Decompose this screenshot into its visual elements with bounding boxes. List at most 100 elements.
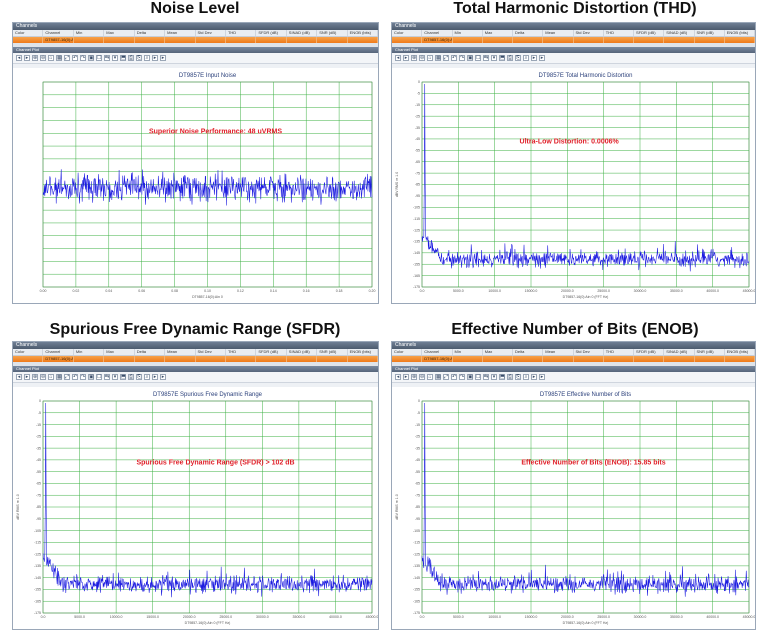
column-header[interactable]: Mean: [543, 30, 574, 36]
column-header[interactable]: Color: [392, 349, 423, 355]
toolbar-tool-icon[interactable]: ⬒: [120, 374, 126, 380]
toolbar-tool-icon[interactable]: ⤢: [443, 374, 449, 380]
window-titlebar[interactable]: Channels: [392, 342, 755, 349]
toolbar-tool-icon[interactable]: ▾: [112, 55, 118, 61]
channel-row-selected[interactable]: DT9857-16(0):Ain 0: [13, 37, 378, 43]
column-header[interactable]: SFDR (dB): [256, 349, 287, 355]
plot-area[interactable]: DT9857E Effective Number of Bits 0.0 5000.…: [392, 387, 755, 629]
toolbar-tool-icon[interactable]: ↷: [459, 374, 465, 380]
column-header[interactable]: Min: [74, 349, 105, 355]
toolbar-tool-icon[interactable]: ⬒: [120, 55, 126, 61]
column-header[interactable]: Max: [483, 30, 513, 36]
column-header[interactable]: SINAD (dB): [664, 349, 695, 355]
plot-window-titlebar[interactable]: Channel Plot: [392, 47, 755, 53]
column-header[interactable]: Std Dev: [574, 349, 604, 355]
toolbar-tool-icon[interactable]: ⤢: [64, 55, 70, 61]
toolbar-tool-icon[interactable]: ▸: [539, 374, 545, 380]
toolbar-tool-icon[interactable]: ◂: [16, 374, 22, 380]
column-header[interactable]: Color: [13, 30, 44, 36]
toolbar-tool-icon[interactable]: ⊖: [40, 374, 46, 380]
column-header[interactable]: SNR (dB): [317, 30, 348, 36]
column-header[interactable]: Std Dev: [574, 30, 604, 36]
column-header[interactable]: Mean: [165, 349, 196, 355]
toolbar-tool-icon[interactable]: ⌂: [48, 55, 54, 61]
column-header[interactable]: THD: [226, 349, 257, 355]
column-header[interactable]: ENOB (bits): [348, 30, 378, 36]
column-header[interactable]: Delta: [135, 349, 166, 355]
column-header[interactable]: Delta: [513, 349, 544, 355]
toolbar-tool-icon[interactable]: ↶: [451, 374, 457, 380]
toolbar-tool-icon[interactable]: ⬒: [499, 55, 505, 61]
toolbar-tool-icon[interactable]: ▸: [160, 374, 166, 380]
toolbar-tool-icon[interactable]: ⊕: [32, 55, 38, 61]
toolbar-tool-icon[interactable]: ▾: [491, 374, 497, 380]
toolbar-tool-icon[interactable]: ☐: [475, 55, 481, 61]
column-header[interactable]: SNR (dB): [695, 30, 725, 36]
toolbar-tool-icon[interactable]: ▸: [24, 374, 30, 380]
column-header[interactable]: Std Dev: [196, 349, 226, 355]
toolbar-tool-icon[interactable]: ◂: [395, 55, 401, 61]
toolbar-tool-icon[interactable]: ▸: [152, 55, 158, 61]
toolbar-tool-icon[interactable]: ⌕: [144, 55, 150, 61]
column-header[interactable]: SINAD (dB): [287, 349, 318, 355]
toolbar-tool-icon[interactable]: ⎙: [128, 374, 134, 380]
window-titlebar[interactable]: Channels: [13, 342, 378, 349]
toolbar-tool-icon[interactable]: ▸: [152, 374, 158, 380]
column-header[interactable]: SNR (dB): [695, 349, 725, 355]
toolbar-tool-icon[interactable]: ⇆: [104, 374, 110, 380]
column-header[interactable]: THD: [226, 30, 257, 36]
column-header[interactable]: ENOB (bits): [725, 30, 755, 36]
toolbar-tool-icon[interactable]: ↷: [80, 374, 86, 380]
toolbar-tool-icon[interactable]: ⊖: [419, 55, 425, 61]
column-header[interactable]: Max: [104, 30, 135, 36]
plot-area[interactable]: DT9857E Input Noise 0.00 0.02 0.04 0.06 0.08 0…: [13, 68, 378, 303]
plot-area[interactable]: DT9857E Spurious Free Dynamic Range 0.0 50…: [13, 387, 378, 629]
toolbar-tool-icon[interactable]: ⌕: [523, 55, 529, 61]
toolbar-tool-icon[interactable]: ⇆: [483, 55, 489, 61]
column-header[interactable]: Channel: [422, 30, 453, 36]
toolbar-tool-icon[interactable]: ▣: [88, 55, 94, 61]
toolbar-tool-icon[interactable]: ▾: [112, 374, 118, 380]
column-header[interactable]: Channel: [422, 349, 453, 355]
toolbar-tool-icon[interactable]: ⎙: [507, 55, 513, 61]
toolbar-tool-icon[interactable]: ☐: [475, 374, 481, 380]
toolbar-tool-icon[interactable]: ▦: [435, 55, 441, 61]
column-header[interactable]: Max: [483, 349, 513, 355]
toolbar-tool-icon[interactable]: ⎙: [507, 374, 513, 380]
toolbar-tool-icon[interactable]: ⤢: [443, 55, 449, 61]
channel-row-selected[interactable]: DT9857-16(0):Ain 0: [392, 356, 755, 362]
toolbar-tool-icon[interactable]: ▣: [467, 55, 473, 61]
toolbar-tool-icon[interactable]: ▸: [160, 55, 166, 61]
toolbar-tool-icon[interactable]: ◂: [395, 374, 401, 380]
plot-area[interactable]: DT9857E Total Harmonic Distortion 0.0 5000…: [392, 68, 755, 303]
toolbar-tool-icon[interactable]: ▦: [435, 374, 441, 380]
column-header[interactable]: SFDR (dB): [256, 30, 287, 36]
toolbar-tool-icon[interactable]: ▦: [56, 55, 62, 61]
toolbar-tool-icon[interactable]: ↶: [451, 55, 457, 61]
column-header[interactable]: ENOB (bits): [725, 349, 755, 355]
toolbar-tool-icon[interactable]: ▸: [403, 374, 409, 380]
toolbar-tool-icon[interactable]: ⌂: [427, 374, 433, 380]
toolbar-tool-icon[interactable]: ◂: [16, 55, 22, 61]
toolbar-tool-icon[interactable]: ⇆: [104, 55, 110, 61]
toolbar-tool-icon[interactable]: ▸: [531, 55, 537, 61]
toolbar-tool-icon[interactable]: ⤢: [64, 374, 70, 380]
column-header[interactable]: Max: [104, 349, 135, 355]
toolbar-tool-icon[interactable]: ⊕: [411, 374, 417, 380]
channel-row-selected[interactable]: DT9857-16(0):Ain 0: [392, 37, 755, 43]
toolbar-tool-icon[interactable]: ▦: [56, 374, 62, 380]
toolbar-tool-icon[interactable]: ☐: [96, 55, 102, 61]
plot-window-titlebar[interactable]: Channel Plot: [13, 366, 378, 372]
column-header[interactable]: Mean: [543, 349, 574, 355]
column-header[interactable]: SINAD (dB): [664, 30, 695, 36]
toolbar-tool-icon[interactable]: ▣: [467, 374, 473, 380]
toolbar-tool-icon[interactable]: ⎘: [515, 374, 521, 380]
toolbar-tool-icon[interactable]: ⇆: [483, 374, 489, 380]
column-header[interactable]: SNR (dB): [317, 349, 348, 355]
toolbar-tool-icon[interactable]: ⊕: [32, 374, 38, 380]
column-header[interactable]: Min: [453, 349, 483, 355]
column-header[interactable]: Delta: [513, 30, 544, 36]
column-header[interactable]: Channel: [43, 30, 74, 36]
toolbar-tool-icon[interactable]: ↶: [72, 374, 78, 380]
toolbar-tool-icon[interactable]: ⌂: [427, 55, 433, 61]
